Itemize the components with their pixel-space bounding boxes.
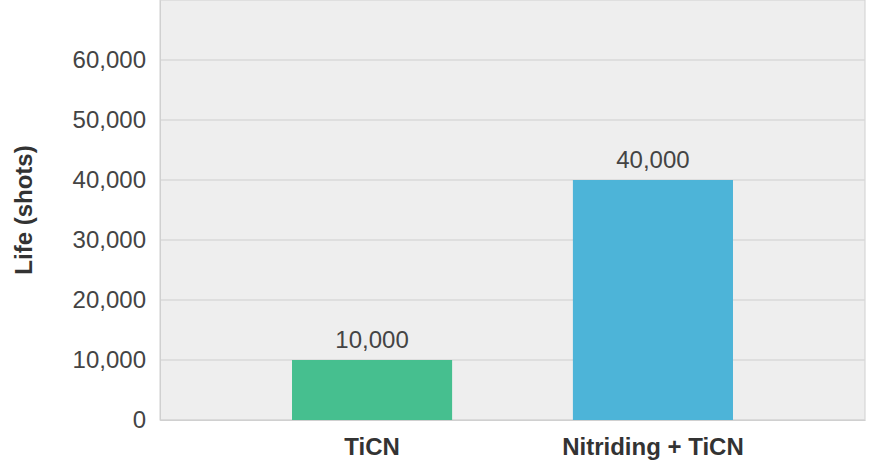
grid-line xyxy=(160,359,865,361)
y-tick-label: 20,000 xyxy=(73,286,146,313)
plot: 0 10,000 20,000 30,000 40,000 50,000 60,000 TiC… xyxy=(73,0,866,460)
x-tick: Nitriding + TiCN xyxy=(562,420,744,460)
grid-line xyxy=(160,239,865,241)
y-tick: 10,000 xyxy=(73,346,160,373)
y-tick: 0 xyxy=(133,406,160,433)
y-tick: 50,000 xyxy=(73,106,160,133)
x-axis: TiCN Nitriding + TiCN xyxy=(161,420,866,460)
y-tick-label: 30,000 xyxy=(73,226,146,253)
grid-line xyxy=(160,119,865,121)
y-tick-label: 50,000 xyxy=(73,106,146,133)
y-tick: 30,000 xyxy=(73,226,160,253)
bar xyxy=(573,180,733,420)
data-labels: 10,000 40,000 xyxy=(335,146,689,353)
y-tick-label: 60,000 xyxy=(73,46,146,73)
bars xyxy=(292,180,733,420)
y-tick-label: 40,000 xyxy=(73,166,146,193)
y-axis-line xyxy=(160,1,161,421)
y-tick: 20,000 xyxy=(73,286,160,313)
x-axis-line xyxy=(161,420,866,421)
bar xyxy=(292,360,452,420)
plot-frame xyxy=(160,0,865,420)
y-axis-title: Life (shots) xyxy=(10,145,37,274)
y-tick: 60,000 xyxy=(73,46,160,73)
grid-line xyxy=(160,299,865,301)
grid-line xyxy=(160,419,865,421)
x-tick-label: TiCN xyxy=(344,433,400,460)
data-label: 40,000 xyxy=(616,146,689,173)
y-tick-label: 10,000 xyxy=(73,346,146,373)
y-axis: 0 10,000 20,000 30,000 40,000 50,000 60,000 xyxy=(73,1,161,434)
data-label: 10,000 xyxy=(335,326,408,353)
grid-line xyxy=(160,179,865,181)
x-tick-label: Nitriding + TiCN xyxy=(562,433,744,460)
x-tick: TiCN xyxy=(344,420,400,460)
chart: 0 10,000 20,000 30,000 40,000 50,000 60,000 TiC… xyxy=(0,0,880,472)
y-tick-label: 0 xyxy=(133,406,146,433)
grid-line xyxy=(160,59,865,61)
grid xyxy=(160,60,865,420)
y-tick: 40,000 xyxy=(73,166,160,193)
